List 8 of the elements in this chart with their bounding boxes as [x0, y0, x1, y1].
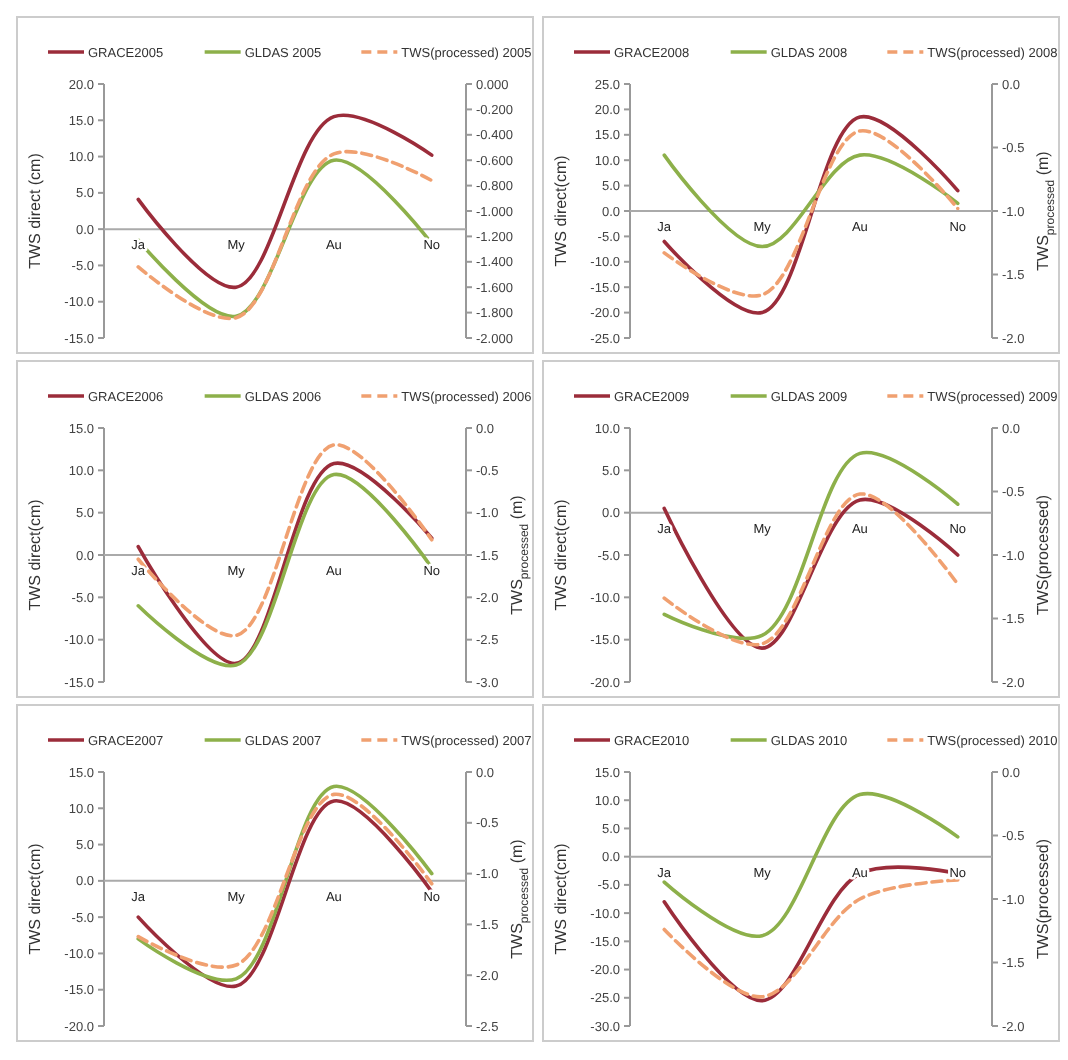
y2-axis-title: TWS(processed)	[1034, 494, 1052, 616]
y-axis-title: TWS direct(cm)	[552, 154, 570, 267]
y-axis-title: TWS direct (cm)	[26, 152, 44, 269]
y-axis-title: TWS direct(cm)	[552, 498, 570, 611]
y2-axis-title: TWS(processed)	[1034, 838, 1052, 960]
y-axis-title: TWS direct(cm)	[26, 842, 44, 955]
y-axis-title: TWS direct(cm)	[552, 842, 570, 955]
y-axis-title: TWS direct(cm)	[26, 498, 44, 611]
